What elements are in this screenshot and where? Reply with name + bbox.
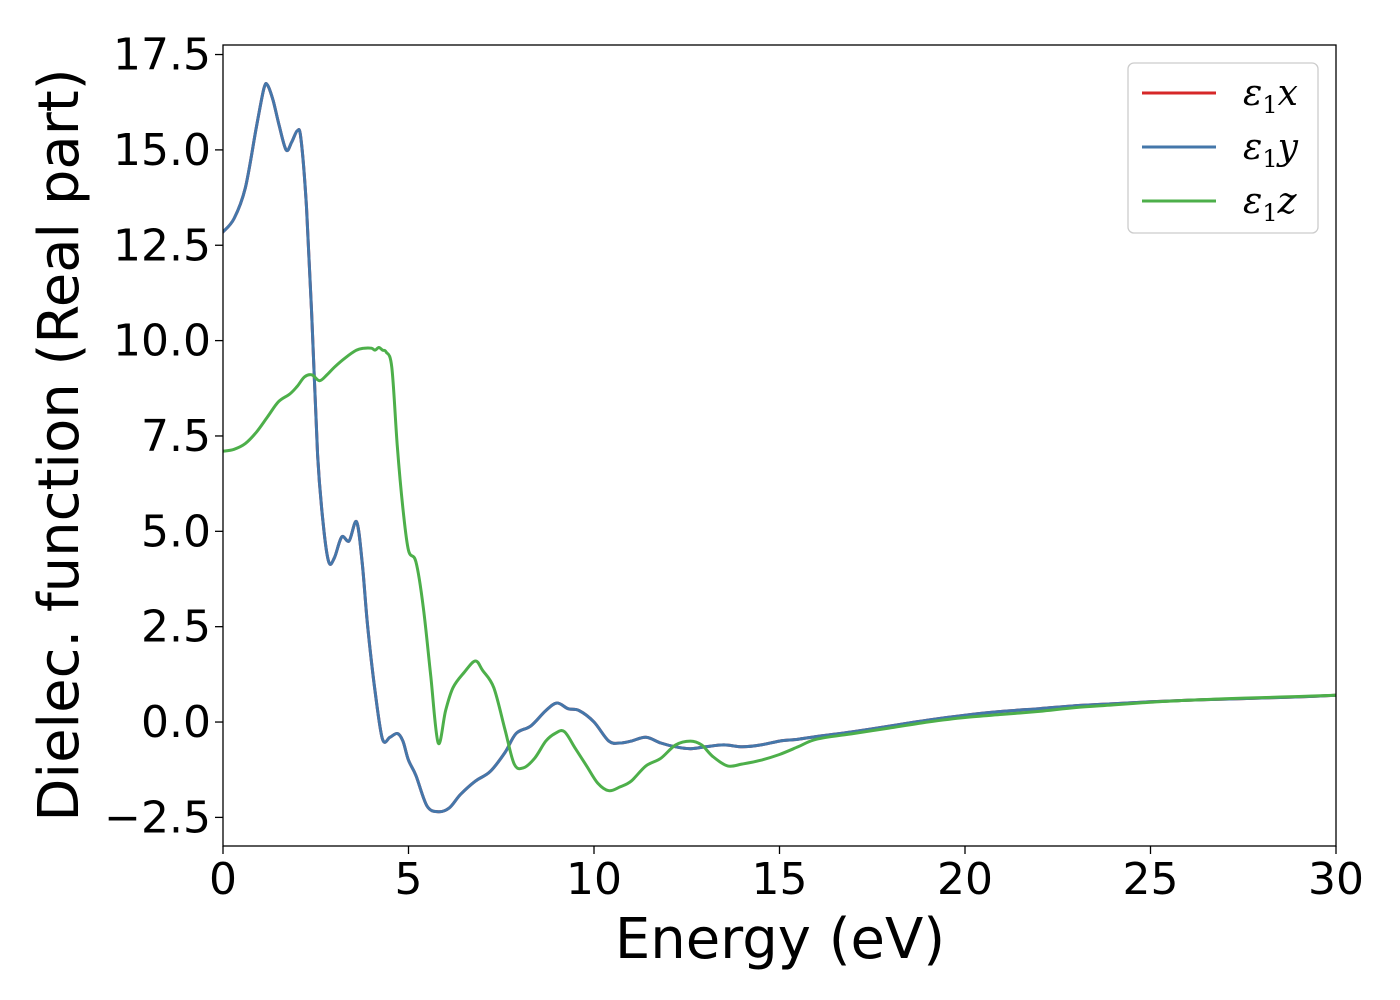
y-tick-label: 2.5 [141, 602, 211, 653]
y-tick-label: 5.0 [141, 506, 211, 557]
series-layer [223, 82, 1336, 814]
legend-label-2: ε1y [1243, 127, 1299, 173]
x-axis-title: Energy (eV) [615, 907, 945, 972]
y-tick-label: 0.0 [141, 697, 211, 748]
x-tick-label: 25 [1123, 854, 1179, 905]
x-tick-label: 5 [395, 854, 423, 905]
axes-layer: 0 5 10 15 20 25 30 −2.5 0.0 2.5 5.0 7.5 10.0 12.5 15.0… [104, 30, 1364, 905]
y-tick-label: −2.5 [104, 792, 211, 843]
y-tick-label: 10.0 [113, 316, 211, 367]
legend-label-1: ε1x [1243, 73, 1298, 119]
x-tick-label: 20 [937, 854, 993, 905]
x-tick-label: 10 [566, 854, 622, 905]
series-line-3 [223, 346, 1336, 793]
y-tick-label: 15.0 [113, 125, 211, 176]
y-axis-title: Dielec. function (Real part) [27, 68, 92, 821]
x-tick-label: 15 [752, 854, 808, 905]
legend: ε1x ε1y ε1z [1127, 62, 1319, 234]
legend-box [1127, 62, 1319, 234]
x-tick-label: 0 [209, 854, 237, 905]
y-tick-label: 12.5 [113, 220, 211, 271]
y-tick-label: 17.5 [113, 30, 211, 81]
x-tick-label: 30 [1308, 854, 1364, 905]
y-tick-label: 7.5 [141, 411, 211, 462]
legend-label-3: ε1z [1243, 181, 1298, 227]
series-line-2 [223, 82, 1336, 814]
